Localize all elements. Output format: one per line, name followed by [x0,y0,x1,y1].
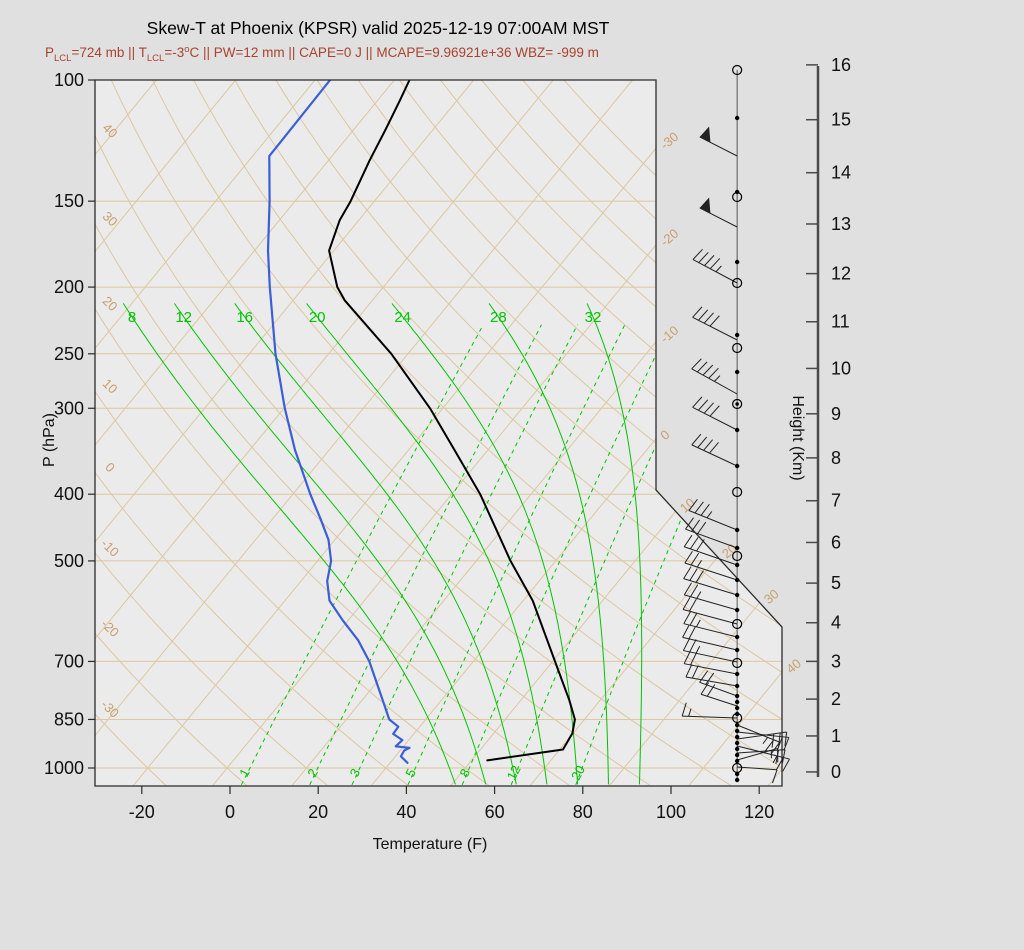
chart-label: -20 [657,226,681,250]
chart-label: 300 [54,398,84,418]
chart-label: 500 [54,551,84,571]
chart-label: 100 [656,802,686,822]
chart-label: 8 [128,309,136,326]
subtitle-segment: =724 mb || T [71,45,147,60]
chart-label: 250 [54,344,84,364]
plot-area [95,80,782,786]
chart-label: 10 [831,358,851,378]
subtitle-segment: P [45,45,55,60]
chart-label: 40 [783,656,804,677]
chart-label: 7 [831,491,841,511]
chart-label: 100 [54,70,84,90]
chart-label: 850 [54,709,84,729]
chart-label: 4 [831,613,841,633]
chart-label: 30 [761,586,782,607]
chart-label: 9 [831,404,841,424]
chart-label: 1 [831,726,841,746]
chart-label: 0 [831,762,841,782]
pressure-gridlines [95,80,782,769]
chart-label: -10 [657,323,681,347]
wind-barbs [681,64,790,784]
chart-label: 40 [396,802,416,822]
height-axis-title: Height (Km) [789,395,806,481]
temperature-curve [328,80,576,762]
chart-label: 13 [831,214,851,234]
chart-label: 200 [54,277,84,297]
x-axis-title: Temperature (F) [372,836,488,853]
chart-label: 12 [504,763,524,783]
chart-label: 20 [308,802,328,822]
chart-label: 5 [831,573,841,593]
chart-label: 12 [175,309,192,326]
pressure-axis: 100 150 200 250 300 400 500 700 850 1000 [44,70,95,778]
chart-label: 32 [585,309,602,326]
chart-label: 2 [831,689,841,709]
chart-label: 14 [831,163,851,183]
subtitle-segment: o [184,44,190,55]
subtitle-segment: =-3 [164,45,185,60]
chart-label: 0 [225,802,235,822]
chart-label: 12 [831,264,851,284]
chart-label: 60 [485,802,505,822]
chart-label: 400 [54,484,84,504]
chart-label: -30 [657,129,681,153]
chart-label: -20 [129,802,155,822]
plot-border [94,79,783,787]
chart-label: 3 [831,651,841,671]
subtitle-segment: LCL [146,53,165,64]
chart-label: 16 [236,309,253,326]
chart-label: 0 [657,427,672,443]
dry-adiabat-lines [95,80,782,786]
dewpoint-curve [266,80,411,764]
chart-label: 11 [831,312,850,332]
subtitle-segment: C || PW=12 mm || CAPE=0 J || MCAPE=9.969… [189,45,599,60]
chart-label: 120 [744,802,774,822]
chart-title: Skew-T at Phoenix (KPSR) valid 2025-12-1… [146,18,610,38]
chart-label: 150 [54,191,84,211]
chart-label: 6 [831,532,841,552]
chart-label: 15 [831,110,851,130]
chart-label: 20 [719,541,740,562]
subtitle-segment: LCL [54,53,72,64]
chart-label: 1000 [44,758,84,778]
pressure-axis-title: P (hPa) [41,413,58,467]
chart-parameters-line: PLCL=724 mb || TLCL=-3oC || PW=12 mm || … [45,44,599,64]
chart-label: 80 [573,802,593,822]
chart-label: 24 [394,309,411,326]
chart-label: 16 [831,55,851,75]
chart-label: 20 [309,309,326,326]
chart-label: 700 [54,651,84,671]
chart-label: 28 [490,309,507,326]
chart-label: 20 [568,763,588,783]
chart-label: 8 [831,448,841,468]
temperature-axis: -20 0 20 40 60 80 100 120 [129,786,774,822]
